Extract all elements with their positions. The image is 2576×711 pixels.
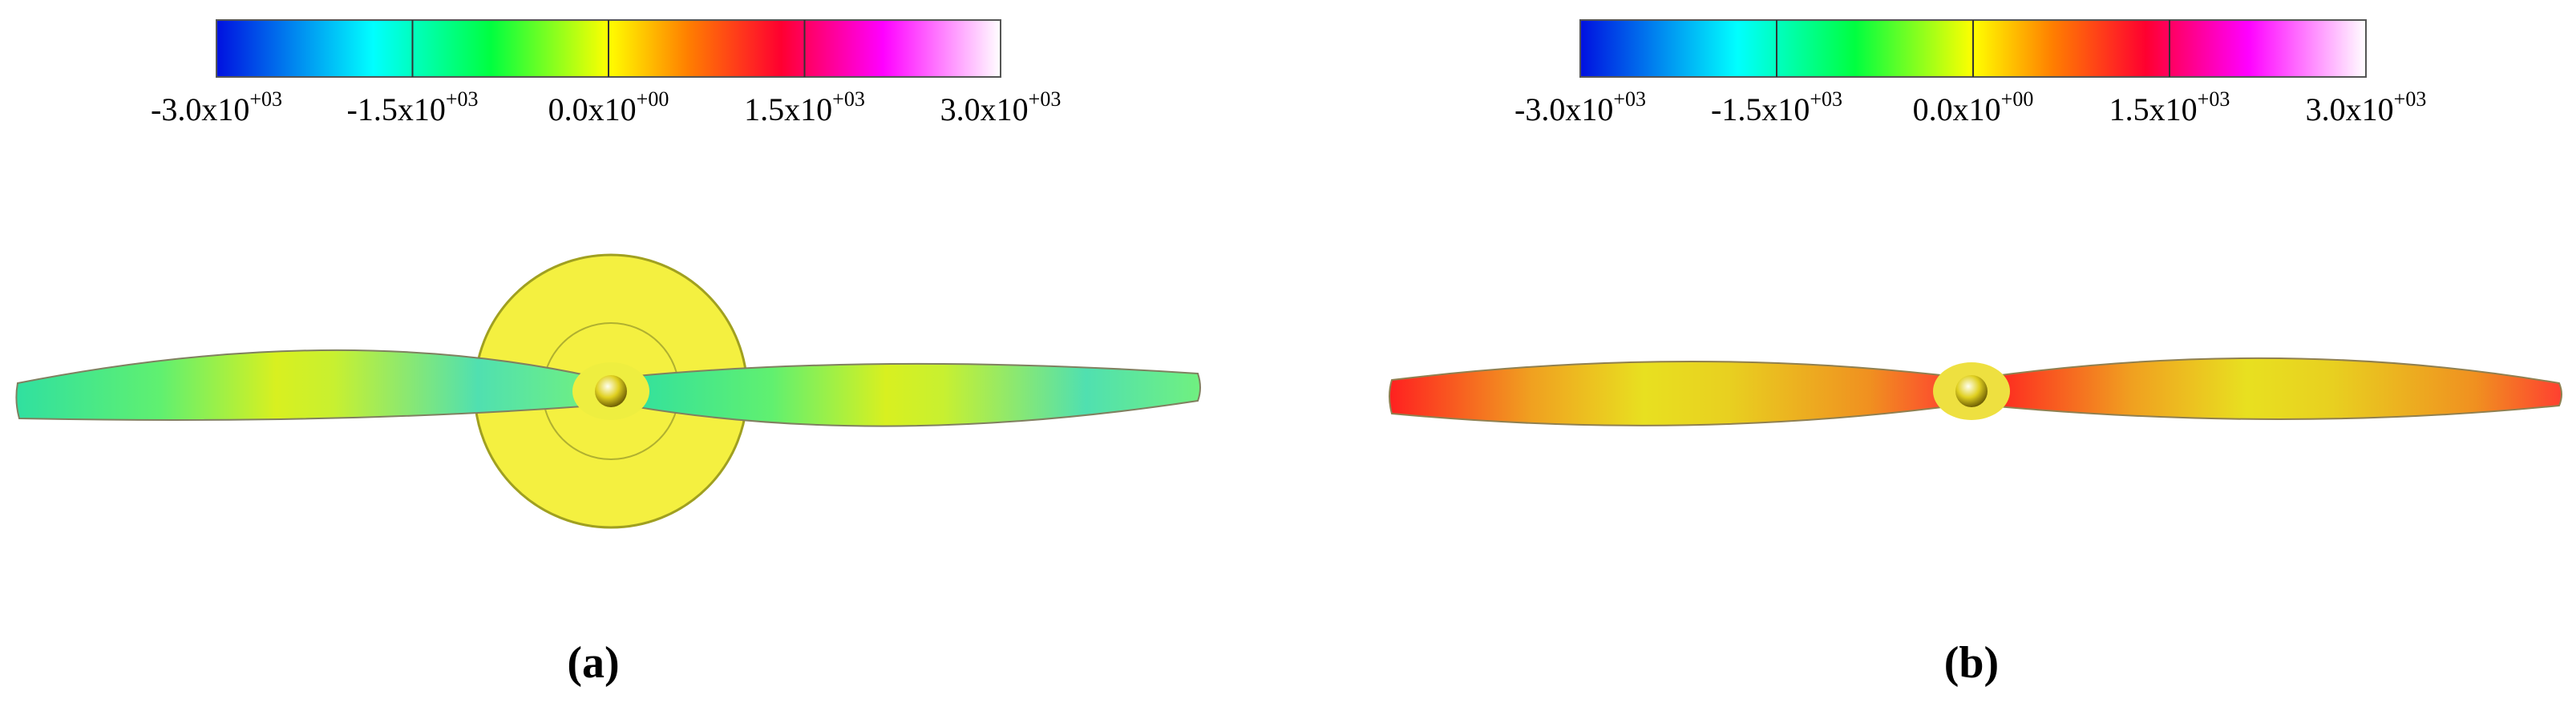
tick-label: -3.0x10+03 (1514, 87, 1646, 127)
tick-base: 1.5x10 (744, 91, 832, 127)
tick-exponent: +03 (2394, 87, 2427, 111)
tick-base: -1.5x10 (347, 91, 446, 127)
tick-label: 0.0x10+00 (548, 87, 669, 127)
panel-label: (b) (1944, 638, 1999, 688)
tick-label: 3.0x10+03 (2306, 87, 2427, 127)
tick-exponent: +03 (1029, 87, 1062, 111)
tick-exponent: +03 (446, 87, 479, 111)
tick-label: 1.5x10+03 (744, 87, 865, 127)
colorbar: -3.0x10+03 -1.5x10+03 0.0x10+00 1.5x10+03 3.… (151, 19, 1062, 127)
tick-label: 3.0x10+03 (940, 87, 1062, 127)
propeller-a (15, 253, 1201, 529)
tick-label: 0.0x10+00 (1913, 87, 2034, 127)
tick-label: 1.5x10+03 (2109, 87, 2230, 127)
tick-exponent: +00 (2001, 87, 2034, 111)
colorbar: -3.0x10+03 -1.5x10+03 0.0x10+00 1.5x10+03 3.… (1514, 19, 2427, 127)
tick-label: -3.0x10+03 (151, 87, 282, 127)
tick-base: 0.0x10 (1913, 91, 2001, 127)
tick-label: -1.5x10+03 (347, 87, 479, 127)
tick-label: -1.5x10+03 (1711, 87, 1842, 127)
propeller-b (1389, 357, 2562, 426)
tick-base: 1.5x10 (2109, 91, 2198, 127)
tick-base: 0.0x10 (548, 91, 637, 127)
tick-exponent: +03 (2198, 87, 2230, 111)
tick-base: 3.0x10 (2306, 91, 2394, 127)
tick-exponent: +03 (1613, 87, 1646, 111)
tick-exponent: +00 (637, 87, 669, 111)
tick-exponent: +03 (249, 87, 282, 111)
tick-base: -1.5x10 (1711, 91, 1810, 127)
tick-exponent: +03 (832, 87, 865, 111)
tick-base: 3.0x10 (940, 91, 1029, 127)
panel-label: (a) (567, 638, 619, 688)
tick-base: -3.0x10 (151, 91, 249, 127)
tick-exponent: +03 (1810, 87, 1842, 111)
tick-base: -3.0x10 (1514, 91, 1613, 127)
